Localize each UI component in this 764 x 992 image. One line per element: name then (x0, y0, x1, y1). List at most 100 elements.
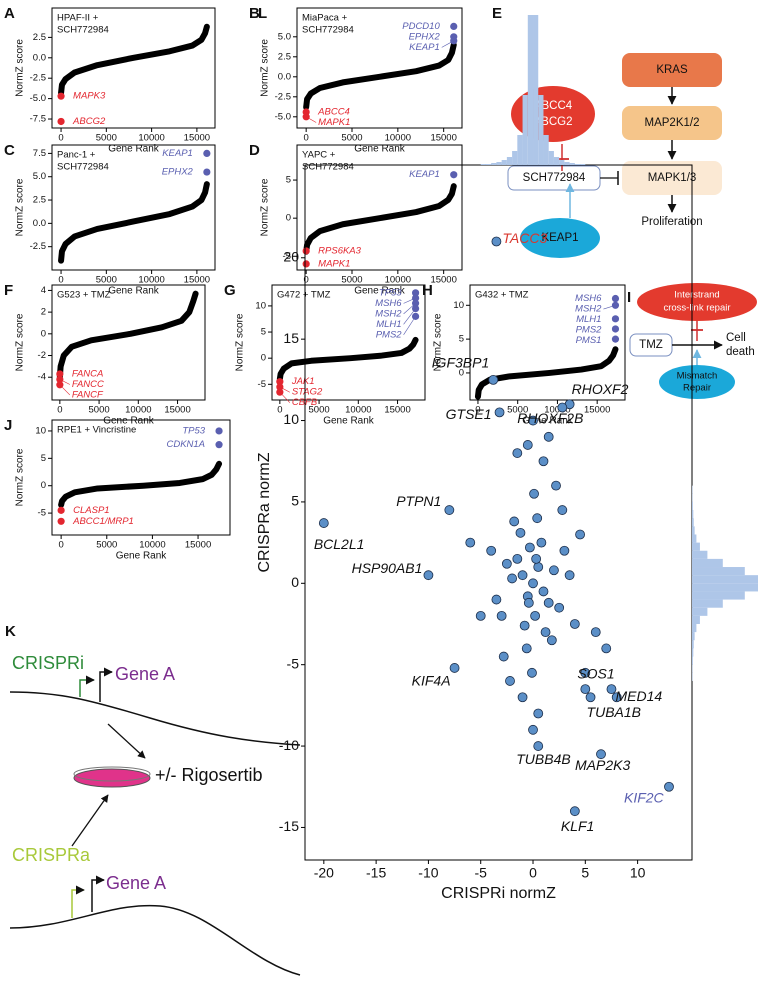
y-tick-label: 5 (41, 453, 46, 464)
x-tick-label: 10 (630, 865, 646, 881)
keap1-node (520, 218, 600, 258)
x-tick-label: -15 (366, 865, 386, 881)
y-tick-label: -2 (38, 350, 46, 361)
scatter-point (509, 516, 520, 527)
point-label: TP53 (182, 425, 205, 436)
node-label: Mismatch (677, 371, 718, 382)
scatter-point (491, 594, 502, 605)
x-axis-label: Gene Rank (108, 144, 160, 155)
x-tick-label: 15000 (384, 405, 410, 416)
panel-label: J (4, 417, 12, 434)
node-label: Interstrand (674, 290, 719, 301)
histogram-bar (501, 160, 507, 165)
point-label: IGF3BP1 (432, 355, 490, 371)
highlight-point (611, 335, 620, 343)
x-tick-label: 0 (58, 133, 63, 144)
point-label: EPHX2 (162, 167, 194, 178)
node-label: cross-link repair (663, 303, 730, 314)
x-tick-label: 15000 (184, 133, 210, 144)
scatter-point (528, 724, 538, 735)
y-tick-label: 20 (283, 248, 299, 264)
x-tick-label: 10000 (544, 405, 570, 416)
plot-title: SCH772984 (302, 162, 354, 173)
x-tick-label: 0 (277, 405, 282, 416)
point-label: CLASP1 (73, 505, 109, 516)
scatter-point (536, 537, 547, 548)
leader-line (306, 116, 317, 123)
y-tick-label: 2.5 (278, 51, 291, 62)
y-tick-label: 10 (453, 300, 464, 311)
y-axis-label: NormZ score (433, 313, 444, 371)
y-tick-label: 0 (41, 328, 46, 339)
treatment-label: +/- Rigosertib (155, 765, 263, 785)
point-label: KEAP1 (409, 169, 440, 180)
point-label: KIF4A (412, 673, 451, 689)
y-tick-label: 5.0 (278, 31, 291, 42)
scatter-point (531, 553, 542, 564)
highlight-point (611, 315, 620, 323)
scatter-point (611, 692, 622, 703)
point-label: PMS2 (376, 329, 403, 340)
y-tick-label: -2.5 (30, 241, 46, 252)
y-tick-label: 7.5 (33, 148, 46, 159)
y-axis-label: NormZ score (260, 39, 271, 97)
point-label: CDKN1A (166, 439, 205, 450)
x-axis-label: Gene Rank (108, 286, 160, 297)
mismatch-node (659, 365, 735, 399)
labeled-point (494, 407, 505, 418)
histogram-bar (533, 15, 539, 165)
scatter-point (569, 619, 580, 629)
y-axis-label: NormZ score (15, 448, 26, 506)
x-tick-label: 10000 (138, 275, 164, 286)
point-label: TACC3 (502, 230, 547, 246)
x-tick-label: 5000 (309, 405, 330, 416)
histogram-bar (692, 632, 695, 641)
scatter-point (533, 708, 544, 719)
y-tick-label: 0.0 (33, 218, 46, 229)
histogram-bar (692, 623, 697, 633)
mapk-node (622, 161, 722, 195)
x-tick-label: 15000 (164, 405, 190, 416)
point-label: ABCC1/MRP1 (72, 516, 134, 527)
arrow (107, 723, 146, 759)
point-label: MSH6 (375, 298, 402, 309)
histogram-bar (692, 591, 745, 600)
point-label: MLH1 (376, 319, 401, 330)
labeled-point (557, 402, 568, 413)
x-tick-label: 10000 (345, 405, 371, 416)
point-label: TP53 (379, 287, 402, 298)
leader-line (441, 40, 454, 48)
dna (9, 691, 301, 746)
crispri-label: CRISPRi (12, 653, 84, 673)
y-axis-label: NormZ score (15, 39, 26, 97)
histogram-bar (564, 162, 570, 165)
node-label: MAP2K1/2 (645, 117, 700, 129)
point-label: EPHX2 (409, 31, 441, 42)
point-label: MAPK1 (318, 117, 350, 128)
panel-label: D (249, 142, 260, 159)
histogram-bar (692, 526, 695, 535)
histogram-bar (692, 575, 758, 584)
y-tick-label: -5.0 (275, 111, 291, 122)
y-tick-label: -15 (279, 818, 299, 834)
point-label: MAPK3 (73, 91, 106, 102)
histogram-bar (512, 151, 518, 165)
point-label: TUBA1B (587, 704, 641, 720)
scatter-point (517, 692, 528, 703)
labeled-point (580, 667, 591, 678)
y-axis-label: CRISPRa normZ (256, 452, 273, 572)
promoter-arrow (71, 885, 85, 918)
point-label: MAP2K3 (575, 757, 630, 773)
point-label: JAK1 (291, 376, 315, 387)
scatter-point (515, 527, 526, 538)
repair-node (637, 283, 757, 321)
y-axis-label: NormZ score (15, 178, 26, 236)
scatter-point (557, 505, 568, 515)
y-tick-label: 0 (291, 574, 299, 590)
x-tick-label: 0 (58, 275, 63, 286)
histogram-bar (692, 558, 723, 568)
highlight-point (57, 506, 65, 514)
gene-label: Gene A (106, 873, 166, 893)
scatter-point (486, 545, 497, 556)
